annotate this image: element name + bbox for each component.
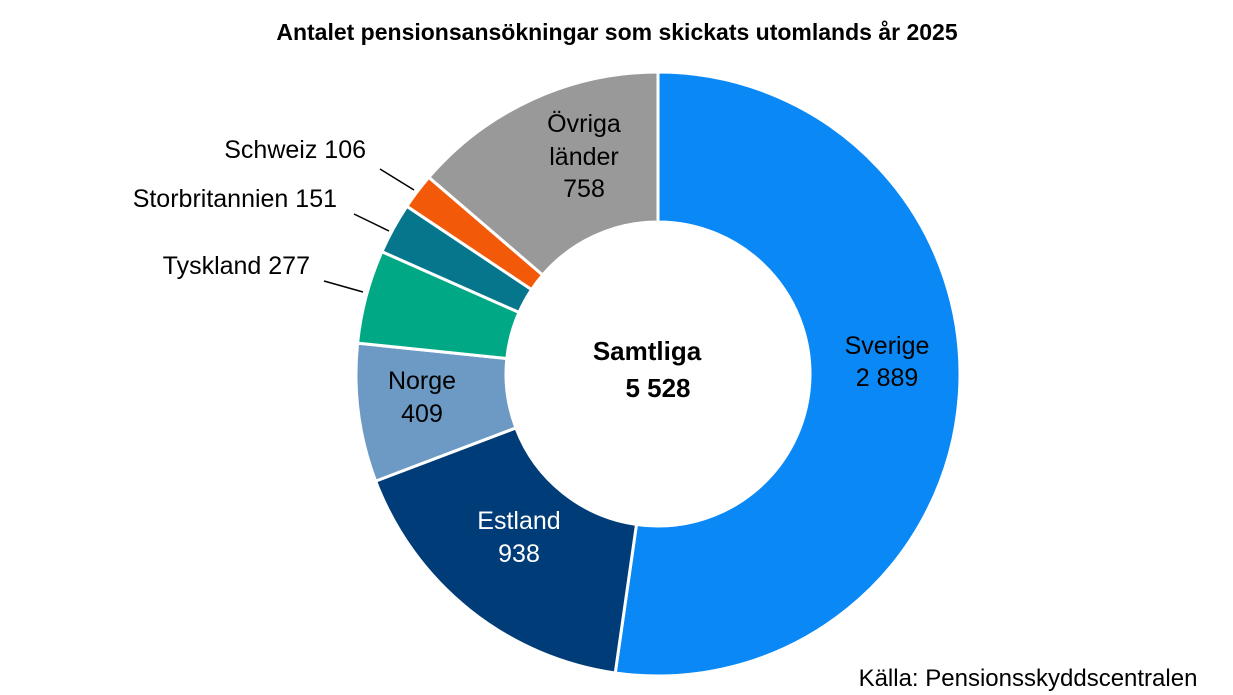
label-sverige-value: 2 889 (856, 364, 919, 392)
chart-title: Antalet pensionsansökningar som skickats… (276, 19, 957, 45)
label-övriga-länder-value: 758 (563, 175, 605, 203)
slice-övriga-länder (426, 70, 660, 278)
leader-line-tyskland (323, 280, 364, 293)
label-övriga-länder-name: Övriga (547, 110, 621, 138)
donut-slices (354, 70, 962, 678)
source-note: Källa: Pensionsskyddscentralen (859, 665, 1198, 692)
label-estland-name: Estland (477, 507, 560, 535)
center-total-value: 5 528 (625, 373, 690, 403)
leader-line-schweiz (379, 168, 415, 191)
label-norge-value: 409 (401, 400, 443, 428)
slice-sverige (613, 70, 962, 678)
leader-line-storbritannien (353, 213, 390, 232)
label-storbritannien: Storbritannien 151 (133, 185, 337, 213)
label-tyskland: Tyskland 277 (163, 252, 310, 280)
label-schweiz: Schweiz 106 (224, 136, 366, 164)
slice-estland (373, 425, 639, 675)
center-total-label: Samtliga (593, 336, 702, 366)
slice-labels: Sverige 2 889 Estland 938 Norge 409 Tyskland 2… (133, 110, 930, 568)
label-norge-name: Norge (388, 367, 456, 395)
label-sverige-name: Sverige (845, 332, 930, 360)
label-övriga-länder-name: länder (549, 143, 619, 171)
label-estland-value: 938 (498, 540, 540, 568)
